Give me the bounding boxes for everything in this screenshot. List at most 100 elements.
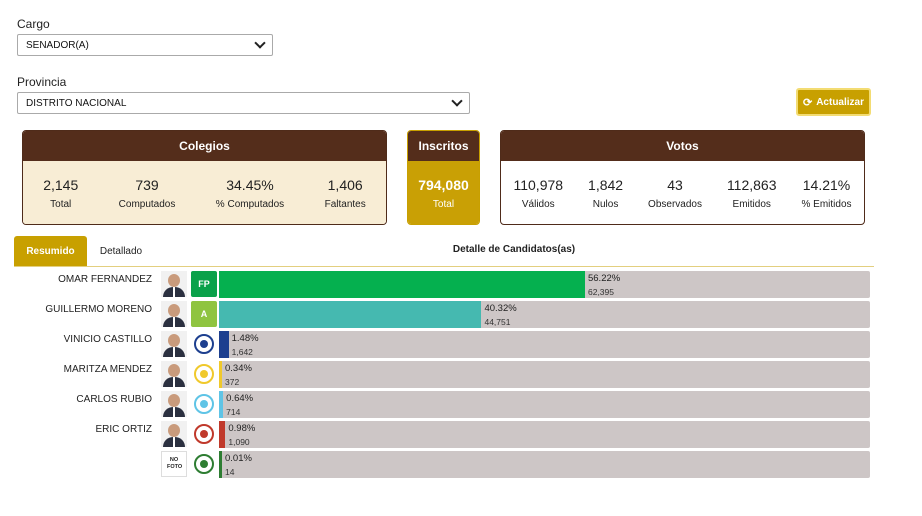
refresh-icon: ⟳ — [802, 96, 813, 109]
vote-count: 1,642 — [231, 347, 253, 357]
stat-label: Observados — [648, 198, 702, 210]
party-logo-text: A — [200, 309, 208, 319]
provincia-label: Provincia — [17, 75, 67, 89]
candidate-photo — [161, 331, 187, 357]
party-logo-icon — [191, 331, 217, 357]
party-logo-icon — [191, 391, 217, 417]
candidate-name: OMAR FERNANDEZ — [58, 274, 152, 285]
vote-percent: 0.64% — [226, 393, 254, 404]
vote-bar-track: 0.01% 14 — [219, 451, 870, 478]
vote-count: 44,751 — [484, 317, 511, 327]
colegios-faltantes-stat: 1,406 Faltantes — [325, 177, 366, 210]
candidate-photo — [161, 271, 187, 297]
stat-label: Total — [50, 198, 72, 210]
chevron-down-icon — [451, 95, 463, 107]
tab-divider — [14, 266, 874, 267]
vote-bar — [219, 361, 222, 388]
vote-percent: 56.22% — [587, 273, 621, 284]
votos-pct-emitidos-stat: 14.21% % Emitidos — [801, 177, 851, 210]
vote-percent: 40.32% — [484, 303, 517, 314]
party-logo-icon — [191, 361, 217, 387]
vote-bar-track: 1.48% 1,642 — [219, 331, 870, 358]
detail-title: Detalle de Candidatos(as) — [452, 244, 576, 255]
stat-label: Válidos — [521, 198, 555, 210]
candidate-photo — [161, 421, 187, 447]
candidate-row: VINICIO CASTILLO 1.48% 1,642 — [0, 330, 922, 358]
stat-value: 1,406 — [327, 176, 363, 193]
votos-observados-stat: 43 Observados — [648, 177, 702, 210]
stat-value: 110,978 — [513, 176, 564, 193]
candidate-name: CARLOS RUBIO — [76, 394, 152, 405]
vote-count: 14 — [225, 467, 235, 477]
vote-bar-track: 0.98% 1,090 — [219, 421, 870, 448]
party-logo-icon — [191, 451, 217, 477]
party-logo-icon — [191, 421, 217, 447]
vote-percent: 1.48% — [231, 333, 259, 344]
party-logo-icon: A — [191, 301, 217, 327]
votos-card: Votos 110,978 Válidos 1,842 Nulos 43 Obs… — [500, 130, 865, 225]
vote-bar-track: 40.32% 44,751 — [219, 301, 870, 328]
candidate-photo — [161, 361, 187, 387]
party-logo-text: FP — [198, 279, 210, 289]
candidate-row: CARLOS RUBIO 0.64% 714 — [0, 390, 922, 418]
party-logo-icon: FP — [191, 271, 217, 297]
colegios-card: Colegios 2,145 Total 739 Computados 34.4… — [22, 130, 387, 225]
colegios-computados-stat: 739 Computados — [119, 177, 176, 210]
vote-bar — [219, 451, 222, 478]
vote-bar — [219, 301, 482, 328]
provincia-select[interactable]: DISTRITO NACIONAL — [17, 92, 470, 114]
vote-bar — [219, 421, 226, 448]
no-photo-placeholder: NO FOTO — [161, 451, 187, 477]
vote-bar-track: 0.64% 714 — [219, 391, 870, 418]
votos-nulos-stat: 1,842 Nulos — [588, 177, 623, 210]
vote-bar-track: 0.34% 372 — [219, 361, 870, 388]
candidate-row: OMAR FERNANDEZ FP 56.22% 62,395 — [0, 270, 922, 298]
provincia-select-value: DISTRITO NACIONAL — [26, 97, 127, 109]
inscritos-total-stat: 794,080 Total — [418, 177, 469, 210]
tab-detallado[interactable]: Detallado — [99, 245, 143, 257]
stat-label: % Computados — [215, 198, 285, 210]
no-photo-label: NO FOTO — [167, 457, 183, 470]
inscritos-card: Inscritos 794,080 Total — [407, 130, 480, 225]
vote-bar — [219, 391, 224, 418]
stat-value: 2,145 — [43, 176, 79, 193]
colegios-pct-computados-stat: 34.45% % Computados — [216, 177, 284, 210]
candidate-name: VINICIO CASTILLO — [63, 334, 152, 345]
stat-label: Emitidos — [732, 198, 771, 210]
vote-percent: 0.34% — [225, 363, 252, 374]
vote-bar — [219, 331, 229, 358]
chevron-down-icon — [254, 37, 266, 49]
vote-bar-track: 56.22% 62,395 — [219, 271, 870, 298]
stat-label: Nulos — [592, 198, 619, 210]
candidate-row: GUILLERMO MORENO A 40.32% 44,751 — [0, 300, 922, 328]
vote-count: 1,090 — [228, 437, 250, 447]
update-button-label: Actualizar — [816, 96, 864, 108]
vote-percent: 0.98% — [228, 423, 256, 434]
candidate-row: ERIC ORTIZ 0.98% 1,090 — [0, 420, 922, 448]
stat-value: 1,842 — [588, 176, 624, 193]
candidate-name: ERIC ORTIZ — [95, 424, 152, 435]
vote-count: 372 — [225, 377, 240, 387]
stat-value: 739 — [135, 176, 159, 193]
vote-count: 62,395 — [587, 287, 614, 297]
candidate-photo — [161, 301, 187, 327]
cargo-select-value: SENADOR(A) — [26, 39, 89, 51]
votos-emitidos-stat: 112,863 Emitidos — [727, 177, 777, 210]
stat-value: 14.21% — [802, 176, 851, 193]
votos-validos-stat: 110,978 Válidos — [513, 177, 563, 210]
candidate-name: GUILLERMO MORENO — [45, 304, 152, 315]
stat-label: Faltantes — [324, 198, 366, 210]
stat-label: Computados — [118, 198, 176, 210]
cargo-select[interactable]: SENADOR(A) — [17, 34, 273, 56]
candidate-row: MARITZA MENDEZ 0.34% 372 — [0, 360, 922, 388]
stat-value: 112,863 — [726, 176, 777, 193]
stat-value: 794,080 — [418, 176, 469, 193]
tab-resumido[interactable]: Resumido — [14, 236, 87, 266]
vote-count: 714 — [226, 407, 241, 417]
votos-title: Votos — [501, 131, 864, 161]
inscritos-title: Inscritos — [408, 131, 479, 161]
stat-value: 34.45% — [226, 176, 274, 193]
update-button[interactable]: ⟳ Actualizar — [796, 88, 871, 116]
candidate-photo — [161, 391, 187, 417]
candidate-name: MARITZA MENDEZ — [63, 364, 152, 375]
